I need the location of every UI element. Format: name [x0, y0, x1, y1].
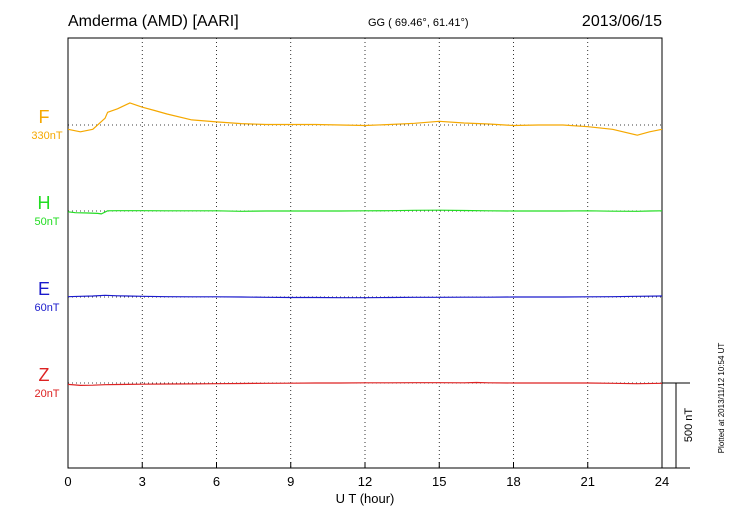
x-tick-label: 21 [581, 474, 595, 489]
scale-bar: 500 nT [662, 382, 695, 469]
grid-lines [68, 38, 662, 468]
component-label-h: H [38, 193, 51, 213]
x-tick-label: 0 [64, 474, 71, 489]
series-line-f [67, 102, 663, 136]
series-lines [67, 102, 663, 386]
x-tick-label: 12 [358, 474, 372, 489]
geo-coordinates: GG ( 69.46°, 61.41°) [368, 17, 469, 29]
component-scale-h: 50nT [34, 216, 59, 228]
x-tick-label: 18 [506, 474, 520, 489]
x-tick-label: 9 [287, 474, 294, 489]
x-tick-label: 24 [655, 474, 669, 489]
x-tick-label: 6 [213, 474, 220, 489]
x-axis-ticks: 0 3 6 9 12 15 18 21 24 [64, 462, 669, 489]
series-line-h [67, 209, 663, 215]
component-scale-e: 60nT [34, 302, 59, 314]
component-labels: F 330nT H 50nT E 60nT Z 20nT [31, 107, 62, 400]
component-scale-z: 20nT [34, 388, 59, 400]
component-label-e: E [38, 279, 50, 299]
station-title: Amderma (AMD) [AARI] [68, 13, 239, 30]
series-line-e [67, 294, 663, 299]
component-scale-f: 330nT [31, 130, 62, 142]
x-tick-label: 3 [139, 474, 146, 489]
plotted-at-label: Plotted at 2013/11/12 10:54 UT [717, 343, 726, 454]
x-axis-title: U T (hour) [336, 491, 395, 506]
component-label-z: Z [39, 365, 50, 385]
scale-bar-label: 500 nT [683, 408, 695, 443]
date-label: 2013/06/15 [582, 13, 662, 30]
component-label-f: F [39, 107, 50, 127]
series-line-z [67, 381, 663, 386]
x-tick-label: 15 [432, 474, 446, 489]
